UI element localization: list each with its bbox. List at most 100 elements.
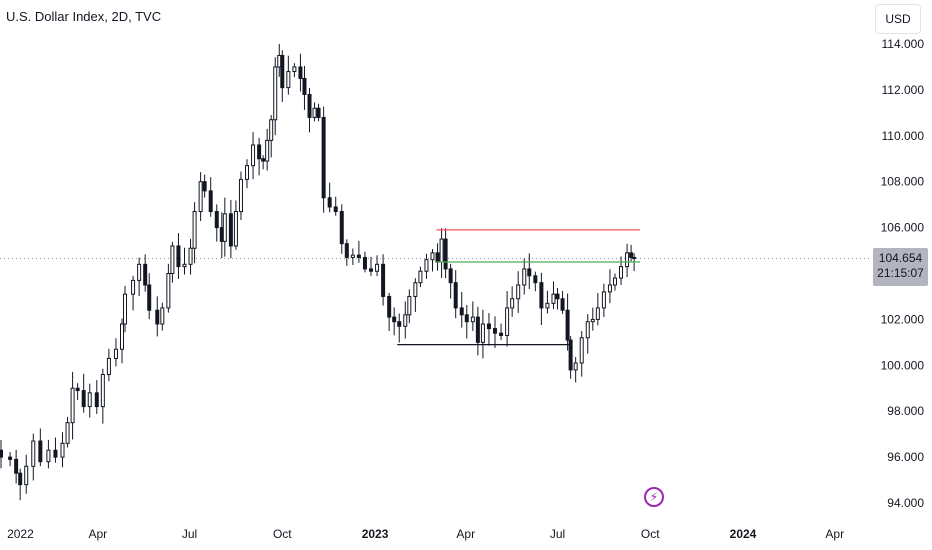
candle-up bbox=[233, 211, 238, 247]
candle-up bbox=[470, 316, 475, 323]
y-tick-label: 108.000 bbox=[881, 175, 925, 189]
y-tick-label: 102.000 bbox=[881, 312, 925, 326]
candle-up bbox=[188, 247, 193, 265]
last-price-label: 104.654 bbox=[878, 251, 923, 265]
candle-up bbox=[160, 307, 165, 325]
candle-up bbox=[46, 449, 51, 463]
candle-up bbox=[350, 254, 355, 258]
x-tick-label: Jul bbox=[182, 527, 197, 541]
candle-down bbox=[147, 284, 152, 311]
bar-countdown-label: 21:15:07 bbox=[877, 266, 924, 280]
candle-up bbox=[545, 302, 550, 309]
candle-down bbox=[387, 295, 392, 318]
x-tick-label: 2023 bbox=[362, 527, 389, 541]
y-tick-label: 106.000 bbox=[881, 221, 925, 235]
candle-down bbox=[453, 282, 458, 309]
candle-up bbox=[590, 318, 595, 323]
candle-down bbox=[356, 254, 361, 258]
lightning-bolt-icon[interactable]: ⚡ bbox=[644, 487, 664, 507]
candle-up bbox=[505, 307, 510, 336]
candle-down bbox=[499, 332, 504, 336]
candle-down bbox=[261, 158, 266, 162]
candle-up bbox=[273, 66, 278, 121]
candle-down bbox=[75, 387, 80, 392]
candle-up bbox=[222, 213, 227, 242]
drawing-lines bbox=[397, 229, 641, 346]
candle-down bbox=[555, 293, 560, 300]
candle-down bbox=[527, 268, 532, 277]
candle-up bbox=[312, 107, 317, 118]
candle-down bbox=[321, 116, 326, 199]
y-tick-label: 94.000 bbox=[887, 496, 924, 510]
y-tick-label: 100.000 bbox=[881, 358, 925, 372]
candle-up bbox=[123, 293, 128, 325]
candle-down bbox=[316, 107, 321, 118]
candle-down bbox=[339, 211, 344, 245]
candle-up bbox=[137, 263, 142, 281]
candle-up bbox=[251, 144, 256, 167]
candle-down bbox=[475, 316, 480, 343]
x-tick-label: Oct bbox=[641, 527, 660, 541]
candle-up bbox=[100, 373, 105, 408]
candle-up bbox=[182, 263, 187, 268]
candle-up bbox=[510, 298, 515, 309]
candle-down bbox=[307, 93, 312, 118]
y-tick-label: 110.000 bbox=[882, 129, 925, 143]
x-axis[interactable]: 2022 Apr Jul Oct 2023 Apr Jul Oct 2024 Apr bbox=[7, 527, 844, 541]
candle-up bbox=[601, 291, 606, 309]
candle-up bbox=[480, 323, 485, 343]
currency-button[interactable]: USD bbox=[875, 4, 921, 34]
candle-down bbox=[18, 472, 23, 486]
candle-down bbox=[464, 314, 469, 323]
candle-up bbox=[87, 392, 92, 408]
candle-up bbox=[413, 282, 418, 297]
candle-down bbox=[53, 449, 58, 458]
chart-title: U.S. Dollar Index, 2D, TVC bbox=[6, 9, 162, 24]
candle-down bbox=[14, 458, 19, 474]
candle-down bbox=[344, 243, 349, 258]
candle-up bbox=[292, 66, 297, 73]
candle-down bbox=[533, 275, 538, 284]
candle-down bbox=[443, 238, 448, 270]
candle-down bbox=[176, 245, 181, 268]
candle-down bbox=[38, 440, 43, 463]
candle-up bbox=[170, 245, 175, 275]
candle-down bbox=[381, 263, 386, 297]
candle-up bbox=[516, 284, 521, 300]
candles bbox=[0, 43, 637, 501]
candle-up bbox=[238, 178, 243, 213]
candle-up bbox=[579, 337, 584, 364]
x-tick-label: Jul bbox=[550, 527, 565, 541]
candle-up bbox=[65, 422, 70, 444]
candle-down bbox=[459, 307, 464, 316]
candle-down bbox=[298, 66, 303, 79]
candle-down bbox=[94, 392, 99, 408]
candle-down bbox=[539, 282, 544, 309]
candle-up bbox=[625, 252, 630, 268]
candle-up bbox=[418, 270, 423, 284]
candle-down bbox=[257, 144, 262, 160]
candle-up bbox=[245, 165, 250, 180]
candle-down bbox=[560, 298, 565, 311]
candle-up bbox=[192, 211, 197, 249]
candle-down bbox=[448, 268, 453, 284]
y-tick-label: 96.000 bbox=[887, 450, 924, 464]
candle-up bbox=[198, 181, 203, 213]
candle-up bbox=[424, 259, 429, 272]
candle-down bbox=[280, 54, 285, 89]
candle-up bbox=[166, 273, 171, 309]
candle-down bbox=[362, 256, 367, 270]
candle-up bbox=[607, 284, 612, 293]
candle-up bbox=[70, 387, 75, 424]
candle-down bbox=[486, 323, 491, 330]
last-price-tag: 104.654 21:15:07 bbox=[873, 248, 928, 286]
candle-up bbox=[375, 263, 380, 272]
candle-down bbox=[302, 77, 307, 95]
candle-down bbox=[493, 328, 498, 334]
y-tick-label: 114.000 bbox=[882, 37, 925, 51]
candle-down bbox=[81, 390, 86, 408]
candle-up bbox=[24, 465, 29, 486]
candle-down bbox=[228, 213, 233, 247]
candle-down bbox=[327, 197, 332, 208]
